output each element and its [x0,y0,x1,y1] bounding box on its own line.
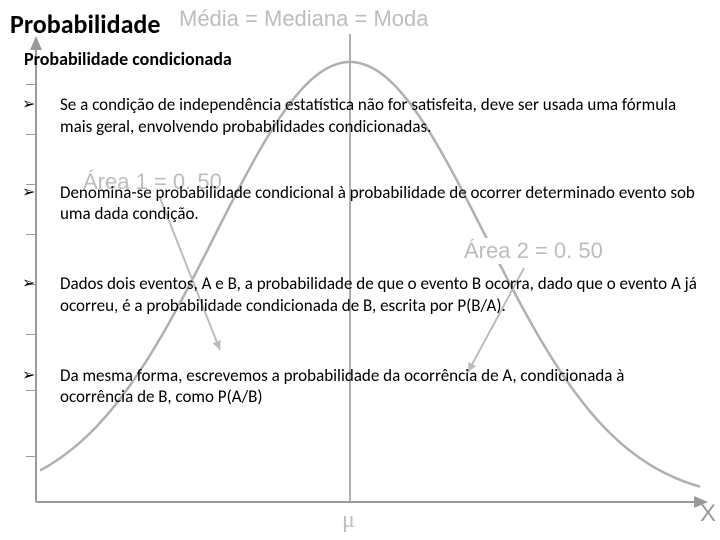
slide-content: Probabilidade Probabilidade condicionada… [0,0,720,540]
bullet-text: Da mesma forma, escrevemos a probabilida… [60,365,698,409]
bullet-marker: ➢ [22,182,60,204]
bullet-text: Se a condição de independência estatísti… [60,94,698,138]
list-item: ➢ Dados dois eventos, A e B, a probabili… [22,273,698,317]
list-item: ➢ Denomina-se probabilidade condicional … [22,182,698,226]
bullet-list: ➢ Se a condição de independência estatís… [22,94,698,408]
bullet-marker: ➢ [22,365,60,387]
bullet-marker: ➢ [22,94,60,116]
list-item: ➢ Da mesma forma, escrevemos a probabili… [22,365,698,409]
bullet-text: Dados dois eventos, A e B, a probabilida… [60,273,698,317]
page-subtitle: Probabilidade condicionada [24,48,232,70]
bullet-text: Denomina-se probabilidade condicional à … [60,182,698,226]
page-title: Probabilidade [10,8,160,40]
list-item: ➢ Se a condição de independência estatís… [22,94,698,138]
bullet-marker: ➢ [22,273,60,295]
